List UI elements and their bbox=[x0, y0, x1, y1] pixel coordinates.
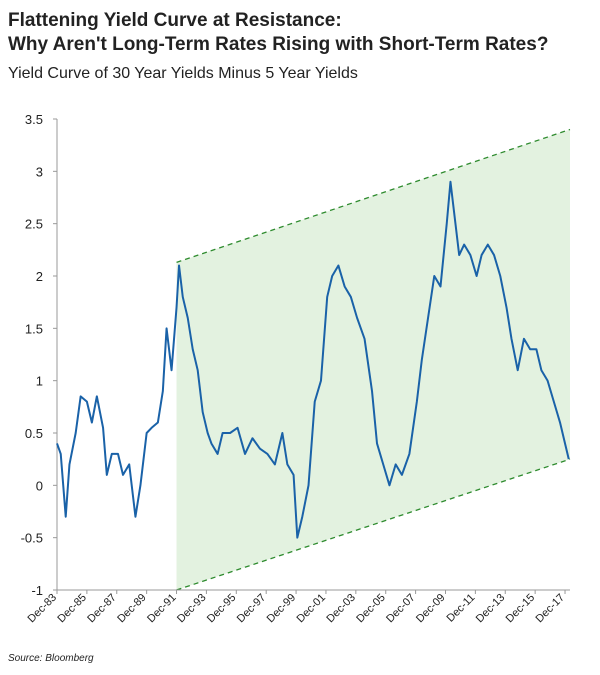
y-tick-label: 3 bbox=[36, 164, 43, 179]
x-tick-label: Dec-09 bbox=[414, 592, 448, 626]
x-tick-label: Dec-91 bbox=[145, 592, 179, 626]
x-tick-label: Dec-01 bbox=[295, 592, 329, 626]
y-tick-label: 0 bbox=[36, 478, 43, 493]
x-tick-label: Dec-99 bbox=[265, 592, 299, 626]
y-tick-label: 2 bbox=[36, 269, 43, 284]
x-tick-label: Dec-89 bbox=[115, 592, 149, 626]
x-tick-label: Dec-97 bbox=[235, 592, 269, 626]
x-tick-label: Dec-11 bbox=[444, 592, 477, 625]
chart-title: Why Aren't Long-Term Rates Rising with S… bbox=[8, 34, 548, 55]
x-tick-label: Dec-07 bbox=[384, 592, 418, 626]
y-tick-label: 3.5 bbox=[25, 112, 43, 127]
y-tick-label: 0.5 bbox=[25, 426, 43, 441]
x-tick-label: Dec-87 bbox=[85, 592, 119, 626]
x-tick-label: Dec-93 bbox=[175, 592, 209, 626]
y-tick-label: -0.5 bbox=[21, 531, 43, 546]
y-tick-label: -1 bbox=[31, 583, 43, 598]
series-line bbox=[56, 180, 570, 539]
chart-subtitle: Yield Curve of 30 Year Yields Minus 5 Ye… bbox=[8, 65, 358, 82]
y-tick-label: 1.5 bbox=[25, 321, 43, 336]
source: Source: Bloomberg bbox=[8, 653, 94, 664]
chart-title: Flattening Yield Curve at Resistance: bbox=[8, 10, 342, 31]
channel-line bbox=[176, 128, 571, 264]
x-tick-label: Dec-17 bbox=[534, 592, 568, 626]
x-tick-label: Dec-95 bbox=[205, 592, 239, 626]
x-tick-label: Dec-85 bbox=[55, 592, 89, 626]
x-tick-label: Dec-03 bbox=[324, 592, 358, 626]
channel-line bbox=[176, 458, 571, 591]
x-tick-label: Dec-15 bbox=[504, 592, 538, 626]
channel-area bbox=[176, 129, 570, 590]
y-tick-label: 2.5 bbox=[25, 217, 43, 232]
y-tick-label: 1 bbox=[36, 374, 43, 389]
x-tick-label: Dec-05 bbox=[354, 592, 388, 626]
x-tick-label: Dec-13 bbox=[474, 592, 508, 626]
